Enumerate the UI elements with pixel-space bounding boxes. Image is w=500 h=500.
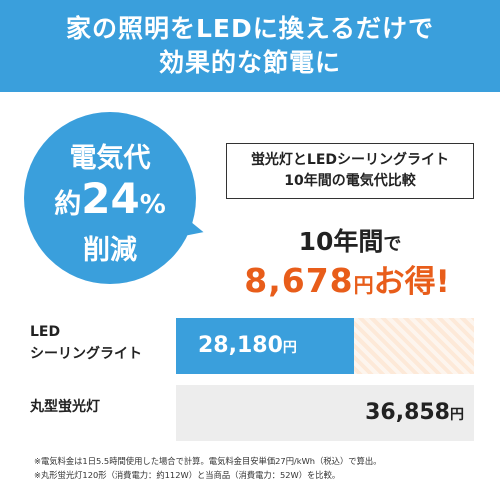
header-line-1: 家の照明をLEDに換えるだけで <box>65 14 434 43</box>
comparison-caption-box: 蛍光灯とLEDシーリングライト 10年間の電気代比較 <box>226 143 474 199</box>
savings-period-suffix: で <box>383 234 402 255</box>
header-banner: 家の照明をLEDに換えるだけで 効果的な節電に <box>0 0 500 92</box>
bubble-percentage: 約24% <box>24 174 196 223</box>
savings-period-title: 10年間で <box>226 222 474 258</box>
savings-speech-bubble: 電気代 約24% 削減 <box>24 112 196 284</box>
footnote-comparison-basis: ※丸形蛍光灯120形（消費電力：約112W）と当商品（消費電力：52W）を比較。 <box>34 470 341 480</box>
savings-amount-line: 8,678円お得! <box>212 256 482 301</box>
led-label-line-2: シーリングライト <box>30 346 142 362</box>
led-row-label: LED シーリングライト <box>30 321 142 365</box>
savings-amount: 8,678 <box>244 261 354 300</box>
bubble-bottom-text: 削減 <box>83 235 137 266</box>
bubble-prefix: 約 <box>54 189 82 220</box>
fluorescent-row-label: 丸型蛍光灯 <box>30 396 100 418</box>
led-cost-bar: 28,180円 <box>176 318 354 374</box>
savings-unit: 円 <box>353 273 374 297</box>
bubble-number: 24 <box>81 174 140 223</box>
fluorescent-label: 丸型蛍光灯 <box>30 399 100 415</box>
led-cost-value: 28,180 <box>198 333 283 358</box>
fluorescent-cost-value: 36,858 <box>365 400 450 425</box>
comparison-caption-line-1: 蛍光灯とLEDシーリングライト <box>250 152 450 168</box>
fluorescent-cost-unit: 円 <box>450 407 464 423</box>
bubble-top-text: 電気代 <box>69 143 151 174</box>
led-cost-unit: 円 <box>282 340 297 356</box>
footnote-electricity-rate: ※電気料金は1日5.5時間使用した場合で計算。電気料金目安単価27円/kWh（税… <box>34 456 382 466</box>
comparison-caption-line-2: 10年間の電気代比較 <box>284 173 416 189</box>
fluorescent-cost-bar: 36,858円 <box>176 385 474 441</box>
led-label-line-1: LED <box>30 324 61 340</box>
savings-period: 10年間 <box>298 227 384 256</box>
bubble-percent-sign: % <box>139 190 166 220</box>
savings-tagline: お得! <box>373 264 450 300</box>
header-line-2: 効果的な節電に <box>158 48 341 77</box>
